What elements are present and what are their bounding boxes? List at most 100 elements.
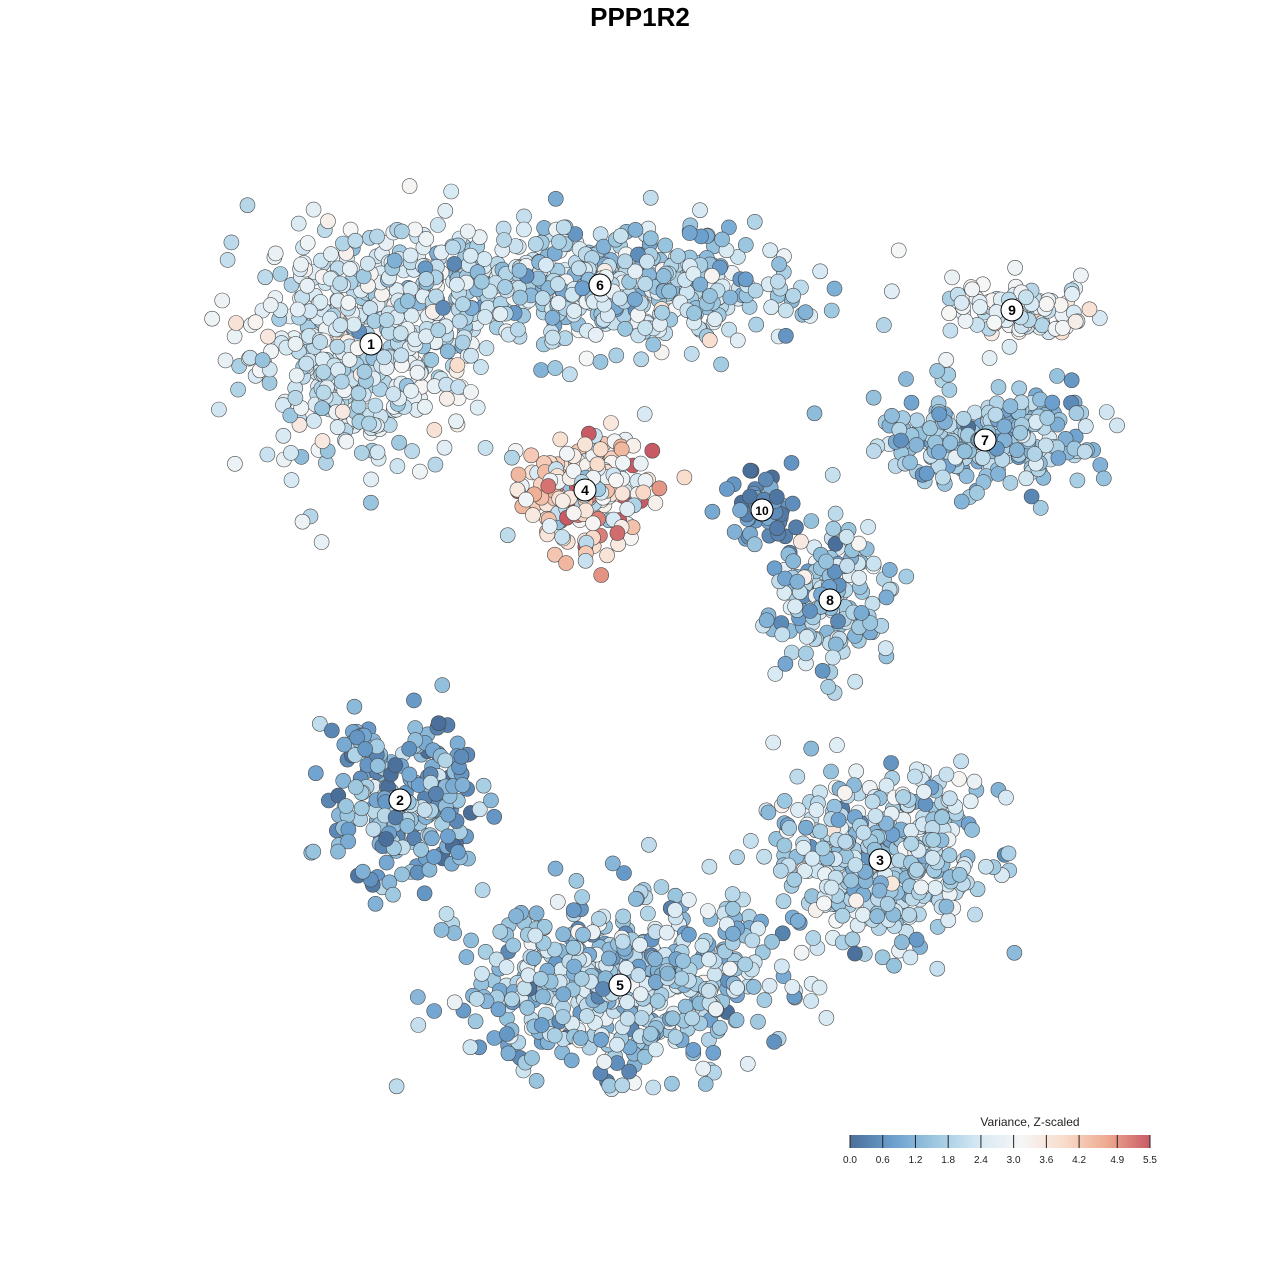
cell-point	[568, 872, 585, 889]
cell-point	[450, 844, 466, 860]
cell-point	[409, 364, 426, 381]
cell-point	[426, 849, 443, 865]
cell-point	[259, 446, 276, 463]
cell-point	[907, 768, 923, 785]
cell-point	[941, 847, 958, 864]
cell-point	[632, 455, 649, 472]
cell-point	[834, 907, 851, 924]
cell-point	[714, 231, 730, 248]
cell-point	[367, 397, 384, 414]
cluster-label-text: 10	[755, 504, 769, 518]
cell-point	[864, 793, 881, 810]
cell-point	[306, 413, 322, 429]
cell-point	[750, 1013, 766, 1030]
cell-point	[1049, 368, 1065, 384]
cell-point	[427, 456, 444, 473]
cell-point	[445, 239, 461, 256]
cell-point	[463, 384, 479, 400]
cell-point	[409, 989, 426, 1005]
cell-point	[463, 347, 479, 364]
cell-point	[561, 366, 578, 383]
cell-point	[391, 434, 407, 451]
cell-point	[298, 355, 315, 372]
cell-point	[661, 283, 677, 300]
cell-point	[387, 757, 404, 773]
cell-point	[446, 994, 463, 1011]
cell-point	[848, 763, 865, 780]
cell-point	[1092, 310, 1108, 326]
cell-point	[726, 524, 743, 540]
cell-point	[964, 281, 981, 298]
cell-point	[437, 203, 454, 219]
cell-point	[664, 1010, 681, 1027]
cell-point	[449, 276, 465, 293]
cluster-label-text: 9	[1008, 302, 1016, 318]
cell-point	[902, 949, 919, 966]
cell-point	[217, 352, 234, 369]
cell-point	[499, 1026, 515, 1042]
cell-point	[824, 467, 841, 483]
cell-point	[492, 306, 509, 322]
cell-point	[762, 242, 779, 259]
cell-point	[287, 336, 304, 352]
cell-point	[404, 443, 420, 459]
cell-point	[498, 959, 515, 975]
cell-point	[692, 202, 708, 218]
points-layer	[204, 178, 1125, 1097]
cell-point	[938, 898, 955, 915]
cell-point	[636, 406, 653, 422]
cell-point	[790, 802, 806, 818]
cell-point	[725, 925, 741, 942]
legend-title: Variance, Z-scaled	[980, 1115, 1080, 1129]
cell-point	[619, 1010, 636, 1027]
cell-point	[756, 992, 773, 1008]
cell-point	[518, 491, 534, 508]
cell-point	[1002, 398, 1019, 415]
cell-point	[942, 322, 959, 339]
cell-point	[547, 191, 564, 207]
cell-point	[346, 698, 363, 715]
colorbar-legend: 0.0 0.6 1.2 1.8 2.4 3.0 3.6 4.2 4.9 5.5	[843, 1135, 1157, 1166]
cell-point	[784, 979, 801, 995]
cell-point	[927, 880, 944, 896]
cell-point	[1023, 488, 1040, 505]
cell-point	[437, 752, 454, 769]
cell-point	[700, 982, 717, 999]
cell-point	[299, 277, 316, 294]
cell-point	[855, 906, 871, 923]
cell-point	[645, 336, 662, 353]
cluster-label: 8	[818, 588, 842, 612]
cell-point	[972, 299, 988, 315]
cell-point	[525, 950, 542, 967]
cell-point	[315, 364, 332, 380]
cell-point	[338, 433, 355, 450]
cell-point	[547, 860, 564, 877]
cell-point	[1012, 424, 1029, 441]
cell-point	[436, 439, 453, 456]
cluster-label-text: 4	[581, 482, 589, 498]
cell-point	[742, 833, 759, 849]
cell-point	[981, 350, 998, 366]
cell-point	[291, 416, 308, 433]
cell-point	[551, 234, 567, 250]
cell-point	[958, 468, 975, 484]
cell-point	[883, 755, 899, 771]
cell-point	[760, 804, 777, 821]
cell-point	[776, 793, 793, 809]
cell-point	[261, 375, 278, 391]
cell-point	[519, 999, 536, 1016]
cell-point	[615, 455, 631, 471]
cell-point	[673, 970, 690, 987]
colorbar-tick-label: 5.5	[1143, 1155, 1157, 1166]
cell-point	[1064, 286, 1080, 302]
cell-point	[902, 454, 918, 471]
cell-point	[257, 269, 274, 286]
cell-point	[642, 1026, 659, 1042]
cell-point	[312, 334, 329, 350]
cell-point	[940, 912, 957, 929]
cell-point	[777, 655, 794, 672]
cell-point	[785, 553, 802, 570]
cell-point	[806, 405, 823, 422]
cell-point	[803, 993, 819, 1009]
cell-point	[788, 519, 804, 536]
